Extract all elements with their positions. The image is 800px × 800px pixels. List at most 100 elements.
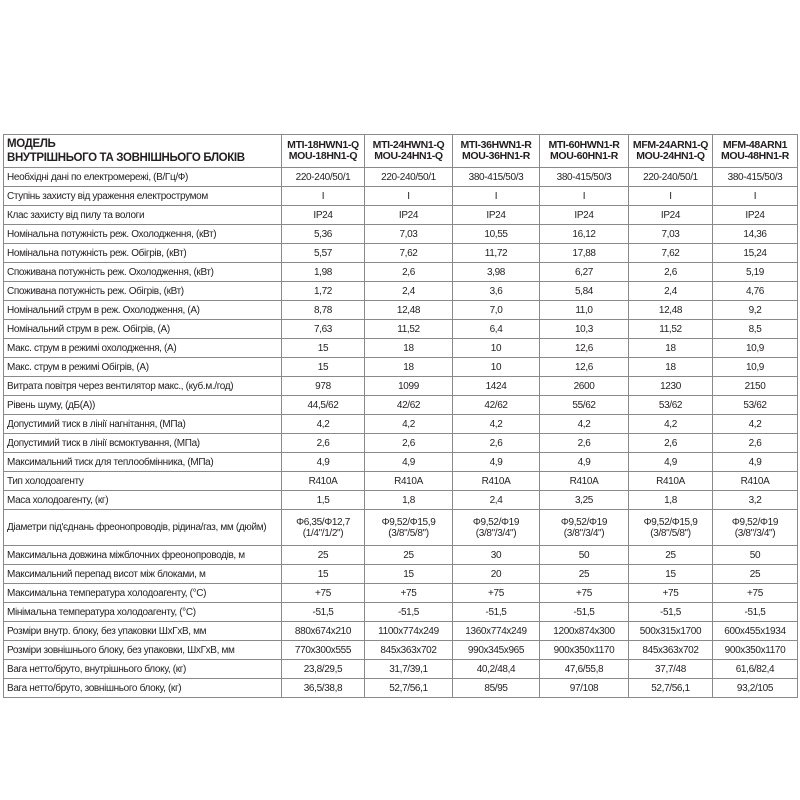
row-label: Споживана потужність реж. Охолодження, (… xyxy=(3,262,282,282)
cell-value: 2,6 xyxy=(364,433,453,453)
row-label: Макс. струм в режимі Обігрів, (А) xyxy=(3,357,282,377)
cell-value: 4,2 xyxy=(452,414,540,434)
cell-value: 2,6 xyxy=(628,433,713,453)
cell-value: 1,8 xyxy=(364,490,453,510)
cell-value: 845x363x702 xyxy=(364,640,453,660)
cell-value: +75 xyxy=(712,583,798,603)
cell-value: 97/108 xyxy=(539,678,629,698)
cell-value: +75 xyxy=(452,583,540,603)
cell-value: 11,52 xyxy=(628,319,713,339)
table-row: Номінальна потужність реж. Обігрів, (кВт… xyxy=(3,243,798,263)
cell-value: 2,6 xyxy=(628,262,713,282)
cell-value: 900x350x1170 xyxy=(712,640,798,660)
cell-value: Φ9,52/Φ15,9 (3/8"/5/8") xyxy=(364,509,453,546)
cell-value: 4,9 xyxy=(281,452,365,472)
cell-value: 50 xyxy=(539,545,629,565)
table-row: Допустимий тиск в лінії нагнітання, (МПа… xyxy=(3,414,798,434)
cell-value: 880x674x210 xyxy=(281,621,365,641)
cell-value: 3,2 xyxy=(712,490,798,510)
cell-value: I xyxy=(628,186,713,206)
cell-value: R410A xyxy=(539,471,629,491)
cell-value: 220-240/50/1 xyxy=(281,167,365,187)
cell-value: 10 xyxy=(452,357,540,377)
model-column-header: MTI-24HWN1-Q MOU-24HN1-Q xyxy=(364,134,453,168)
cell-value: 3,25 xyxy=(539,490,629,510)
cell-value: 52,7/56,1 xyxy=(364,678,453,698)
cell-value: 42/62 xyxy=(364,395,453,415)
cell-value: I xyxy=(539,186,629,206)
cell-value: 7,62 xyxy=(628,243,713,263)
table-row: Вага нетто/бруто, зовнішнього блоку, (кг… xyxy=(3,678,798,698)
cell-value: 4,2 xyxy=(364,414,453,434)
cell-value: 10,3 xyxy=(539,319,629,339)
cell-value: 8,5 xyxy=(712,319,798,339)
cell-value: 2600 xyxy=(539,376,629,396)
cell-value: R410A xyxy=(281,471,365,491)
cell-value: -51,5 xyxy=(281,602,365,622)
cell-value: I xyxy=(712,186,798,206)
table-row: Маса холодоагенту, (кг) 1,5 1,8 2,4 3,25 1,8 3… xyxy=(3,490,798,510)
cell-value: 380-415/50/3 xyxy=(712,167,798,187)
cell-value: 7,03 xyxy=(364,224,453,244)
cell-value: IP24 xyxy=(452,205,540,225)
table-row: Допустимий тиск в лінії всмоктування, (М… xyxy=(3,433,798,453)
row-label: Мінімальна температура холодоагенту, (°С… xyxy=(3,602,282,622)
cell-value: +75 xyxy=(281,583,365,603)
cell-value: 7,0 xyxy=(452,300,540,320)
cell-value: 12,48 xyxy=(364,300,453,320)
cell-value: 1099 xyxy=(364,376,453,396)
cell-value: 31,7/39,1 xyxy=(364,659,453,679)
outdoor-model: MOU-36HN1-R xyxy=(462,150,530,162)
cell-value: 15 xyxy=(281,357,365,377)
cell-value: 600x455x1934 xyxy=(712,621,798,641)
table-row: Максимальна температура холодоагенту, (°… xyxy=(3,583,798,603)
cell-value: 40,2/48,4 xyxy=(452,659,540,679)
cell-value: IP24 xyxy=(712,205,798,225)
cell-value: 47,6/55,8 xyxy=(539,659,629,679)
cell-value: 52,7/56,1 xyxy=(628,678,713,698)
table-row: Макс. струм в режимі охолодження, (А) 15 1… xyxy=(3,338,798,358)
table-row: Мінімальна температура холодоагенту, (°С… xyxy=(3,602,798,622)
cell-value: 53/62 xyxy=(628,395,713,415)
cell-value: 4,9 xyxy=(712,452,798,472)
model-column-header: MTI-60HWN1-R MOU-60HN1-R xyxy=(539,134,629,168)
cell-value: 2,6 xyxy=(712,433,798,453)
cell-value: Φ9,52/Φ19 (3/8"/3/4") xyxy=(712,509,798,546)
cell-value: 10,55 xyxy=(452,224,540,244)
cell-value: 18 xyxy=(364,338,453,358)
header-row: МОДЕЛЬ ВНУТРІШНЬОГО ТА ЗОВНІШНЬОГО БЛОКІВ… xyxy=(3,134,798,168)
table-row: Споживана потужність реж. Охолодження, (… xyxy=(3,262,798,282)
row-label: Номінальний струм в реж. Обігрів, (А) xyxy=(3,319,282,339)
row-label: Витрата повітря через вентилятор макс., … xyxy=(3,376,282,396)
cell-value: Φ9,52/Φ15,9 (3/8"/5/8") xyxy=(628,509,713,546)
row-label: Допустимий тиск в лінії всмоктування, (М… xyxy=(3,433,282,453)
cell-value: 3,98 xyxy=(452,262,540,282)
cell-value: I xyxy=(452,186,540,206)
cell-value: 55/62 xyxy=(539,395,629,415)
cell-value: 978 xyxy=(281,376,365,396)
cell-value: 220-240/50/1 xyxy=(628,167,713,187)
cell-value: 4,76 xyxy=(712,281,798,301)
cell-value: 1,98 xyxy=(281,262,365,282)
table-row: Розміри внутр. блоку, без упаковки ШхГхВ… xyxy=(3,621,798,641)
table-row: Номінальний струм в реж. Обігрів, (А) 7,6… xyxy=(3,319,798,339)
cell-value: 6,27 xyxy=(539,262,629,282)
cell-value: 18 xyxy=(628,338,713,358)
cell-value: 15 xyxy=(364,564,453,584)
model-label: МОДЕЛЬ xyxy=(7,138,56,150)
cell-value: 1,5 xyxy=(281,490,365,510)
cell-value: 6,4 xyxy=(452,319,540,339)
row-label: Макс. струм в режимі охолодження, (А) xyxy=(3,338,282,358)
row-label: Споживана потужність реж. Обігрів, (кВт) xyxy=(3,281,282,301)
cell-value: 25 xyxy=(628,545,713,565)
cell-value: 11,0 xyxy=(539,300,629,320)
cell-value: 85/95 xyxy=(452,678,540,698)
indoor-model: MFM-24ARN1-Q xyxy=(632,139,709,151)
cell-value: 500x315x1700 xyxy=(628,621,713,641)
row-label: Номінальна потужність реж. Обігрів, (кВт… xyxy=(3,243,282,263)
row-label: Необхідні дані по електромережі, (В/Гц/Ф… xyxy=(3,167,282,187)
cell-value: +75 xyxy=(539,583,629,603)
cell-value: 5,84 xyxy=(539,281,629,301)
cell-value: 12,48 xyxy=(628,300,713,320)
cell-value: 7,62 xyxy=(364,243,453,263)
